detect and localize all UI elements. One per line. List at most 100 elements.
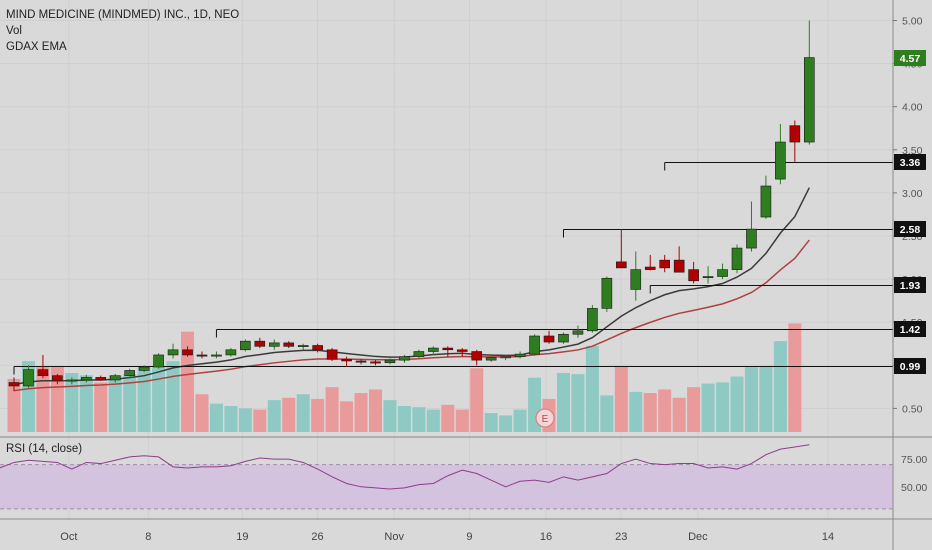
time-tick-label: 16 (540, 531, 552, 543)
price-tick-label: 5.00 (902, 16, 923, 28)
rsi-tick-label: 50.00 (901, 482, 927, 494)
candle-body (558, 333, 569, 343)
candle-body (659, 259, 671, 269)
candles[interactable] (8, 20, 815, 392)
volume-bar (643, 393, 657, 432)
volume-bar (556, 373, 570, 432)
candle-body (587, 308, 598, 332)
volume-bar (7, 378, 21, 432)
price-badge (894, 154, 926, 170)
price-tick-label: 0.50 (902, 403, 923, 415)
volume-bar (716, 382, 730, 432)
volume-bar (108, 375, 122, 432)
time-tick-label: 26 (311, 531, 323, 543)
price-badge (894, 321, 926, 337)
price-tick-label: 4.00 (902, 102, 923, 114)
ema-indicator-label[interactable]: GDAX EMA (6, 41, 67, 53)
volume-bar (354, 393, 368, 432)
volume-bar (585, 345, 599, 432)
price-badge (894, 221, 926, 237)
candle-body (124, 370, 135, 376)
volume-bar (513, 409, 527, 432)
candle-body (312, 345, 323, 351)
volume-bar (759, 365, 773, 432)
volume-bar (397, 406, 411, 432)
candle-body (370, 361, 381, 364)
volume-bar (282, 397, 296, 432)
volume-bar (744, 367, 758, 432)
volume-bar (571, 374, 585, 432)
candle-body (153, 354, 164, 368)
volume-bar (484, 413, 498, 432)
volume-bar (238, 408, 252, 432)
volume-bar (340, 401, 354, 432)
candle-body (616, 261, 627, 269)
volume-bar (166, 361, 180, 432)
price-badge (894, 358, 926, 374)
volume-bar (455, 409, 469, 432)
ema-fast-line (13, 187, 810, 386)
candle-body (428, 347, 439, 352)
time-tick-label: 14 (822, 531, 834, 543)
volume-bar (658, 389, 672, 432)
volume-bar (470, 368, 484, 432)
ema-lines (13, 187, 810, 392)
volume-bar (123, 374, 137, 432)
candle-body (413, 351, 425, 357)
candle-body (66, 379, 78, 382)
volume-bar (267, 400, 281, 432)
candle-body (775, 141, 786, 180)
volume-bar (369, 389, 382, 432)
rsi-pane (0, 436, 932, 510)
price-pane (0, 0, 893, 432)
time-tick-label: Nov (384, 531, 404, 543)
price-badge (894, 277, 926, 293)
candle-body (601, 277, 613, 309)
price-tick-label: 3.50 (902, 145, 923, 157)
volume-bar (383, 400, 397, 432)
candle-body (471, 351, 483, 361)
chart-title[interactable]: MIND MEDICINE (MINDMED) INC., 1D, NEO (6, 9, 240, 21)
candle-body (138, 366, 150, 371)
volume-bar (152, 365, 166, 432)
volume-bar (629, 391, 643, 432)
volume-bars (7, 323, 802, 432)
volume-bar (730, 376, 744, 432)
candle-body (254, 340, 266, 347)
candle-body (630, 269, 642, 290)
volume-bar (79, 375, 93, 432)
candle-body (717, 269, 728, 277)
volume-bar (441, 404, 455, 432)
earnings-marker[interactable]: E (535, 408, 555, 428)
candle-body (23, 369, 34, 387)
time-tick-label: 23 (615, 531, 627, 543)
candle-body (529, 335, 540, 355)
candle-body (37, 369, 49, 376)
price-badge-label: 1.42 (900, 324, 921, 336)
price-tick-label: 3.00 (902, 188, 923, 200)
candle-body (95, 377, 107, 381)
candle-body (746, 228, 757, 249)
volume-bar (499, 415, 513, 432)
candle-body (355, 360, 367, 363)
volume-bar (137, 367, 151, 432)
volume-bar (325, 387, 339, 432)
price-badge (894, 50, 926, 66)
candle-body (702, 276, 714, 279)
candle-body (326, 349, 338, 360)
candle-body (803, 57, 815, 143)
volume-bar (426, 409, 440, 432)
volume-bar (209, 403, 223, 432)
candle-body (196, 354, 208, 357)
rsi-line (0, 444, 810, 490)
volume-bar (600, 395, 614, 432)
vol-indicator-label[interactable]: Vol (6, 25, 22, 37)
candle-body (514, 353, 526, 357)
rsi-indicator-label[interactable]: RSI (14, close) (6, 443, 83, 455)
candle-body (760, 185, 772, 218)
earnings-label: E (542, 414, 549, 425)
time-tick-label: 19 (236, 531, 248, 543)
price-badge-label: 1.93 (900, 280, 921, 292)
